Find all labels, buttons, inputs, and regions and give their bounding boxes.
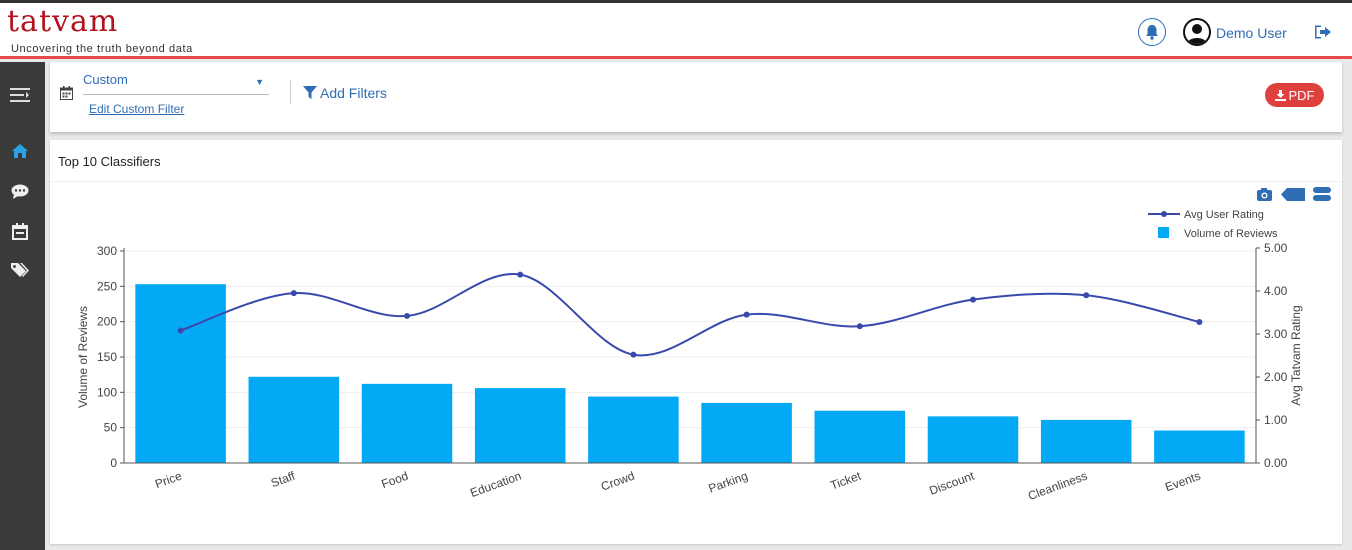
divider (290, 80, 291, 104)
chat-icon[interactable] (10, 181, 30, 201)
y-tick-label: 150 (97, 350, 117, 364)
y2-tick-label: 5.00 (1264, 241, 1288, 255)
avatar[interactable] (1183, 18, 1211, 46)
rating-point[interactable] (970, 296, 976, 303)
bell-icon (1146, 25, 1158, 40)
legend-line-marker (1161, 211, 1167, 217)
rating-point[interactable] (517, 271, 524, 278)
x-tick-label: Parking (707, 469, 750, 496)
x-tick-label: Price (153, 469, 184, 492)
y2-tick-label: 0.00 (1264, 456, 1288, 470)
notifications-button[interactable] (1138, 18, 1166, 46)
rating-point[interactable] (177, 327, 184, 334)
x-tick-label: Ticket (828, 468, 863, 492)
axis-labels: 0 50 100 150 200 250 300 0.00 1.00 2.00 3.00 4.00 5.… (97, 241, 1288, 503)
legend: Avg User Rating Volume of Reviews (1148, 209, 1278, 240)
y-tick-label: 300 (97, 244, 117, 258)
bar[interactable] (927, 416, 1019, 463)
bar[interactable] (1154, 430, 1245, 463)
caret-down-icon: ▼ (255, 77, 264, 87)
rating-point[interactable] (743, 311, 750, 318)
logout-icon (1315, 25, 1331, 39)
sidebar (0, 62, 45, 550)
rating-point[interactable] (290, 290, 297, 297)
x-tick-label: Crowd (599, 469, 636, 494)
y2-tick-label: 2.00 (1264, 370, 1288, 384)
rating-point[interactable] (404, 312, 410, 319)
date-range-select[interactable]: Custom ▼ (83, 71, 269, 95)
y-tick-label: 0 (110, 456, 117, 470)
filter-icon (303, 86, 317, 99)
home-icon[interactable] (10, 141, 30, 161)
x-tick-label: Discount (927, 468, 976, 497)
menu-toggle-icon[interactable] (10, 85, 30, 105)
bar[interactable] (135, 284, 226, 463)
rating-point[interactable] (1083, 292, 1090, 299)
y-tick-label: 50 (104, 421, 118, 435)
bar[interactable] (701, 402, 792, 463)
panel-title: Top 10 Classifiers (58, 154, 161, 169)
y2-tick-label: 1.00 (1264, 413, 1288, 427)
y-tick-label: 250 (97, 279, 117, 293)
rating-line (177, 271, 1203, 358)
x-tick-label: Staff (269, 468, 297, 490)
calendar-icon[interactable] (10, 221, 30, 241)
y2-axis-title: Avg Tatvam Rating (1289, 305, 1303, 405)
bar[interactable] (588, 396, 679, 463)
legend-label-line[interactable]: Avg User Rating (1184, 209, 1264, 221)
bars (135, 284, 1245, 463)
bar[interactable] (474, 388, 566, 463)
pdf-button[interactable]: PDF (1265, 83, 1324, 107)
x-tick-label: Events (1163, 469, 1202, 495)
app-header: tatvam Uncovering the truth beyond data … (0, 3, 1352, 59)
pdf-label: PDF (1288, 87, 1315, 103)
edit-custom-filter-link[interactable]: Edit Custom Filter (89, 102, 185, 116)
download-icon (1274, 89, 1286, 101)
combo-chart: Avg User Rating Volume of Reviews 0 50 100… (76, 187, 1331, 503)
legend-label-bar[interactable]: Volume of Reviews (1184, 228, 1278, 240)
tags-icon[interactable] (10, 260, 30, 280)
x-tick-label: Food (380, 469, 410, 492)
toggle-icon[interactable] (1313, 187, 1331, 201)
date-range-value: Custom (83, 72, 128, 87)
user-name[interactable]: Demo User (1216, 25, 1287, 41)
panel-divider (50, 181, 1342, 182)
logo-tagline: Uncovering the truth beyond data (11, 43, 193, 55)
top-border (0, 0, 1352, 3)
rating-line-path (180, 273, 1200, 357)
y-tick-label: 200 (97, 315, 117, 329)
user-icon (1187, 24, 1207, 44)
rating-point[interactable] (856, 323, 863, 330)
x-tick-label: Education (468, 469, 523, 500)
camera-icon[interactable] (1257, 188, 1272, 201)
filter-bar: Custom ▼ Edit Custom Filter Add Filters … (50, 62, 1342, 132)
y-axis-title: Volume of Reviews (76, 306, 90, 408)
logout-button[interactable] (1314, 25, 1332, 44)
add-filters-label: Add Filters (320, 85, 387, 101)
bar[interactable] (248, 376, 340, 463)
y-tick-label: 100 (97, 385, 117, 399)
y2-tick-label: 3.00 (1264, 327, 1288, 341)
bar[interactable] (1040, 419, 1132, 463)
rating-point[interactable] (630, 351, 637, 358)
add-filters-button[interactable]: Add Filters (303, 85, 387, 101)
logo[interactable]: tatvam (7, 4, 119, 39)
rating-point[interactable] (1196, 318, 1203, 325)
y2-tick-label: 4.00 (1264, 284, 1288, 298)
x-tick-label: Cleanliness (1026, 469, 1089, 503)
axes (120, 247, 1260, 464)
classifiers-panel: Top 10 Classifiers Avg User Rating Volum… (50, 140, 1342, 544)
tag-icon[interactable] (1281, 188, 1305, 201)
calendar-icon (60, 86, 73, 105)
legend-bar-swatch (1158, 227, 1169, 238)
bar[interactable] (814, 410, 906, 463)
bar[interactable] (361, 383, 453, 463)
